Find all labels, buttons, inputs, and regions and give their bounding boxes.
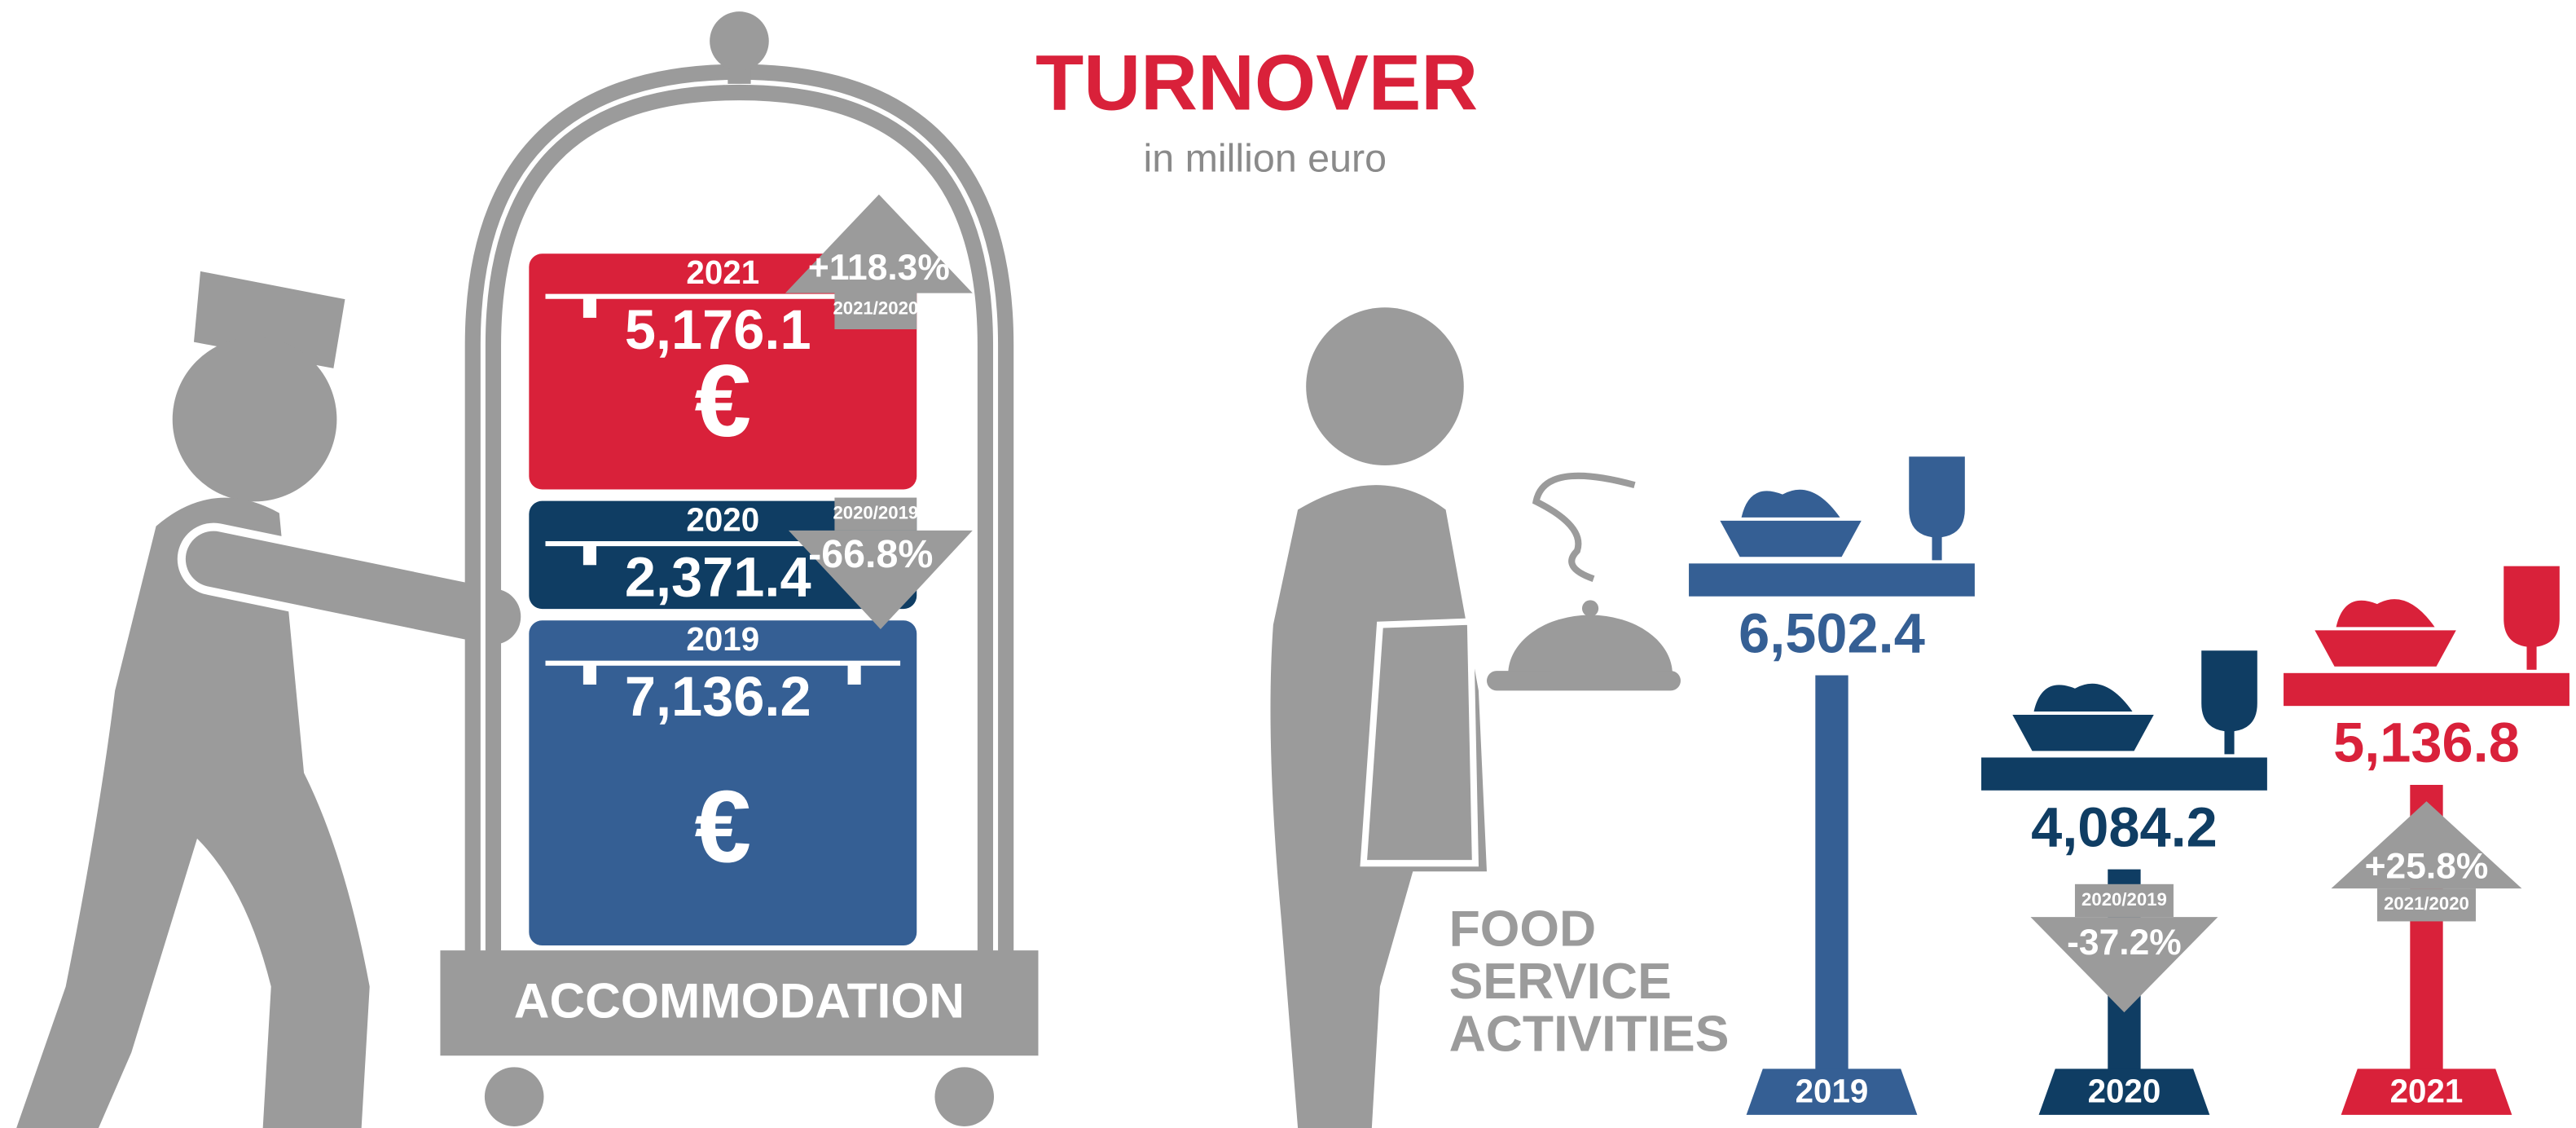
page: TURNOVER in million euro ACCOMMODATION F… (0, 0, 2576, 1128)
change-label: +25.8% (2365, 847, 2489, 887)
value-label: 2,371.4 (625, 546, 811, 609)
pole (1815, 676, 1848, 1073)
value-label: 6,502.4 (1739, 601, 1925, 664)
value-label: 7,136.2 (625, 665, 811, 728)
accommodation-label: ACCOMMODATION (514, 973, 965, 1029)
shelf-tab (583, 663, 596, 685)
change-period: 2021/2020 (833, 298, 918, 319)
bowl-icon (2012, 684, 2153, 751)
year-label: 2019 (1796, 1072, 1869, 1109)
change-label: -66.8% (808, 532, 933, 576)
value-label: 4,084.2 (2031, 795, 2218, 858)
glass-icon (1909, 456, 1965, 560)
year-label: 2021 (686, 253, 759, 291)
change-period: 2021/2020 (2384, 893, 2469, 914)
food-label-line: ACTIVITIES (1449, 1006, 1730, 1063)
infographic: TURNOVER in million euro ACCOMMODATION F… (0, 0, 2576, 1128)
bowl-icon (2314, 599, 2455, 667)
euro-symbol: € (695, 345, 752, 458)
title: TURNOVER (1035, 38, 1478, 127)
change-period: 2020/2019 (833, 503, 918, 523)
table-top (1981, 757, 2267, 790)
food-label-line: SERVICE (1449, 953, 1672, 1010)
bellboy-figure (16, 271, 493, 1128)
value-label: 5,136.8 (2333, 712, 2520, 774)
year-label: 2021 (2390, 1072, 2464, 1109)
table-top (1689, 563, 1975, 596)
change-period: 2020/2019 (2081, 889, 2167, 910)
glass-icon (2503, 566, 2560, 670)
euro-symbol: € (695, 770, 752, 883)
subtitle: in million euro (1144, 136, 1387, 180)
shelf-tab (583, 297, 596, 318)
shelf-tab (848, 663, 861, 685)
bowl-icon (1720, 490, 1861, 557)
year-label: 2020 (2088, 1072, 2161, 1109)
year-label: 2019 (686, 620, 759, 658)
table-top (2284, 673, 2569, 706)
shelf-tab (583, 544, 596, 565)
food-label-line: FOOD (1449, 900, 1597, 957)
glass-icon (2201, 650, 2257, 754)
change-label: +118.3% (808, 248, 950, 288)
change-label: -37.2% (2067, 923, 2182, 963)
year-label: 2020 (686, 500, 759, 538)
